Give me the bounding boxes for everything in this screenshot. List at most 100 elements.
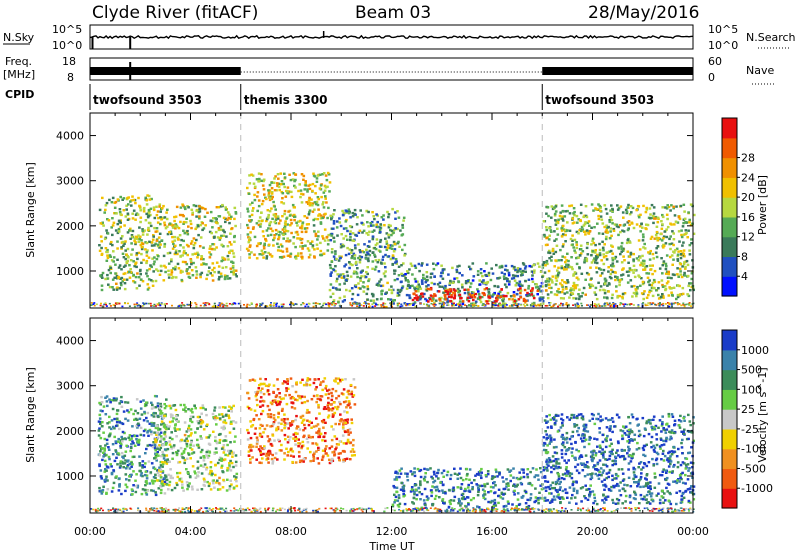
range-cell [104,468,107,471]
range-cell [234,212,238,215]
range-cell [425,275,429,278]
range-cell [190,407,194,411]
range-cell [232,271,235,274]
range-cell [284,223,287,226]
range-cell [280,397,283,401]
range-cell [541,266,545,269]
range-cell [278,402,281,405]
range-cell [216,416,219,420]
range-cell [202,258,205,261]
range-cell [402,262,405,265]
range-cell [387,244,390,247]
range-cell [602,249,605,252]
range-cell [550,230,553,233]
range-cell [158,273,162,276]
range-cell [265,197,268,201]
range-cell [620,250,623,253]
range-cell [182,489,185,492]
range-cell [339,380,342,383]
range-cell [265,452,269,455]
range-cell [427,300,430,303]
range-cell [297,189,300,193]
ground-cell [613,304,615,306]
range-cell [232,404,235,408]
range-cell [543,235,547,238]
range-cell [498,290,502,293]
range-cell [584,233,587,236]
range-cell [141,488,145,491]
range-cell [481,274,484,278]
range-cell [223,458,227,461]
range-cell [98,249,102,252]
range-cell [304,181,307,185]
range-cell [247,407,251,410]
range-cell [163,224,167,227]
range-cell [375,298,379,301]
range-cell [383,245,387,249]
range-cell [213,270,216,274]
range-cell [429,288,432,291]
range-cell [125,467,128,470]
range-cell [640,292,644,295]
range-cell [349,441,353,444]
range-cell [156,471,160,474]
range-cell [546,262,549,266]
range-cell [288,422,292,425]
y-tick-label: 2000 [56,220,84,233]
range-cell [563,268,566,271]
range-cell [609,249,613,253]
range-cell [339,243,343,246]
range-cell [596,255,599,259]
range-cell [154,493,158,497]
ground-cell [155,305,157,307]
range-cell [634,292,637,295]
range-cell [267,461,270,464]
range-cell [609,230,612,233]
range-cell [520,272,524,276]
range-cell [429,297,432,301]
range-cell [687,211,690,214]
range-cell [669,247,672,251]
range-cell [121,455,124,458]
range-cell [180,438,184,442]
range-cell [250,219,253,222]
range-cell [680,233,683,237]
range-cell [220,426,224,429]
range-cell [613,223,617,226]
range-cell [381,255,385,258]
range-cell [272,390,275,394]
range-cell [340,276,344,279]
range-cell [411,303,415,306]
range-cell [691,259,694,262]
ground-cell [427,305,430,307]
range-cell [345,211,348,214]
range-cell [233,475,236,478]
range-cell [350,418,353,421]
range-cell [139,209,142,212]
range-cell [100,274,104,277]
range-cell [223,275,227,279]
range-cell [367,210,370,214]
range-cell [248,245,252,249]
range-cell [420,264,423,267]
ground-cell [396,302,399,305]
range-cell [143,410,146,414]
range-cell [156,447,159,450]
range-cell [290,401,293,404]
ground-cell [366,302,369,305]
range-cell [300,252,303,255]
range-cell [253,198,257,202]
range-cell [209,219,213,222]
range-cell [230,461,234,465]
range-cell [305,227,309,230]
range-cell [104,247,108,250]
range-cell [333,379,336,382]
range-cell [317,435,320,439]
range-cell [232,451,235,454]
range-cell [134,490,138,494]
range-cell [679,270,682,273]
range-cell [351,292,355,296]
range-cell [284,195,288,198]
range-cell [211,412,215,416]
range-cell [555,238,558,241]
